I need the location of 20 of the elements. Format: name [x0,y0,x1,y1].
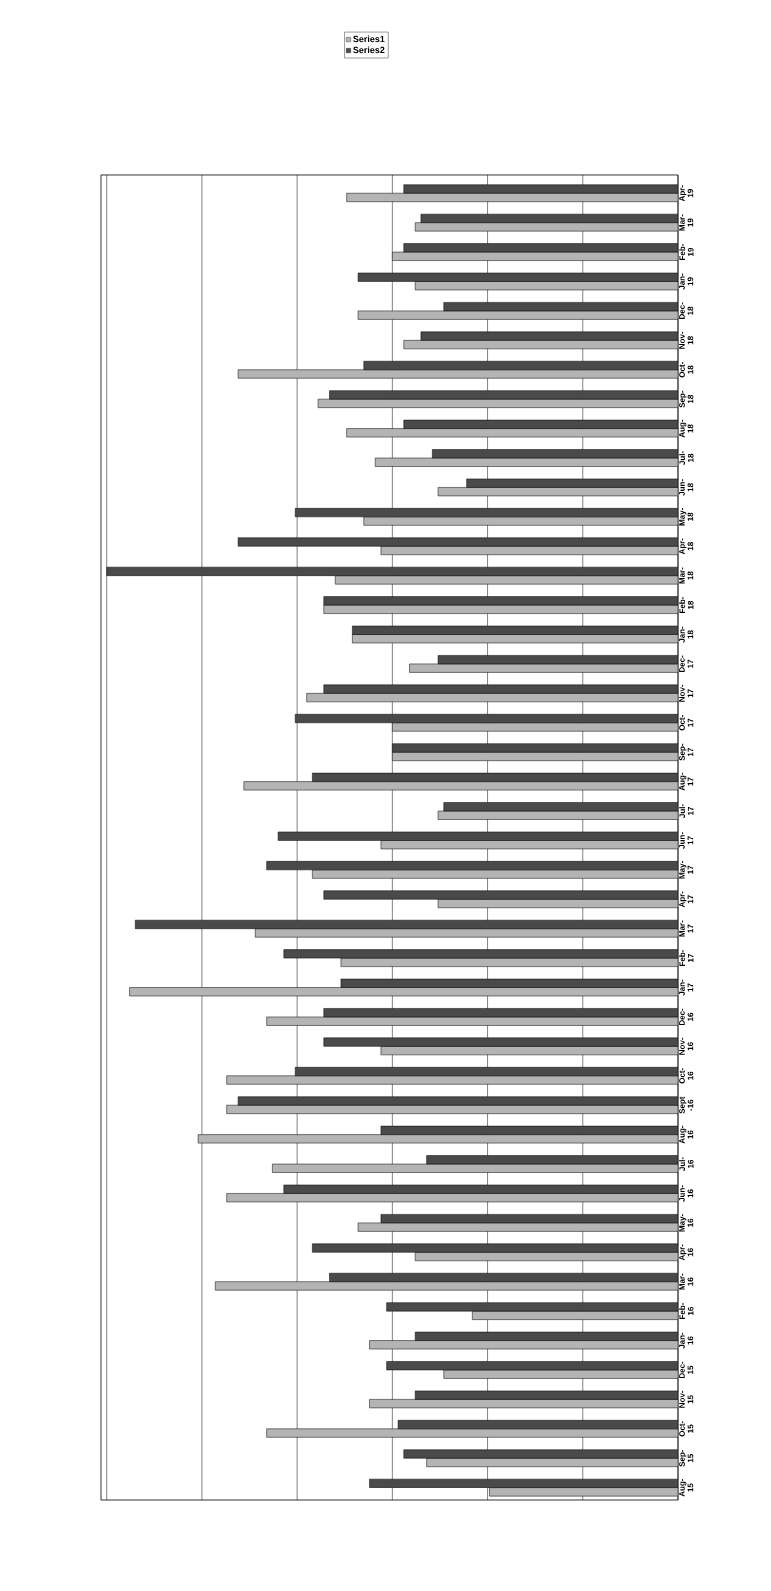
bar [215,1281,678,1291]
legend-label: Series1 [353,35,385,43]
bar [329,390,678,400]
bar [403,1449,678,1459]
bar [237,369,678,379]
bar [323,684,678,694]
bar [363,516,678,526]
bar [312,1243,678,1253]
legend-label: Series2 [353,46,385,54]
bar [403,184,678,194]
bar [334,575,678,585]
bar [237,1096,678,1106]
bar [254,928,678,938]
bar [323,890,678,900]
bar [392,722,678,732]
bar [237,537,678,547]
bar [392,743,678,753]
bar [226,1075,678,1085]
bar [420,331,678,341]
bar [266,1428,678,1438]
